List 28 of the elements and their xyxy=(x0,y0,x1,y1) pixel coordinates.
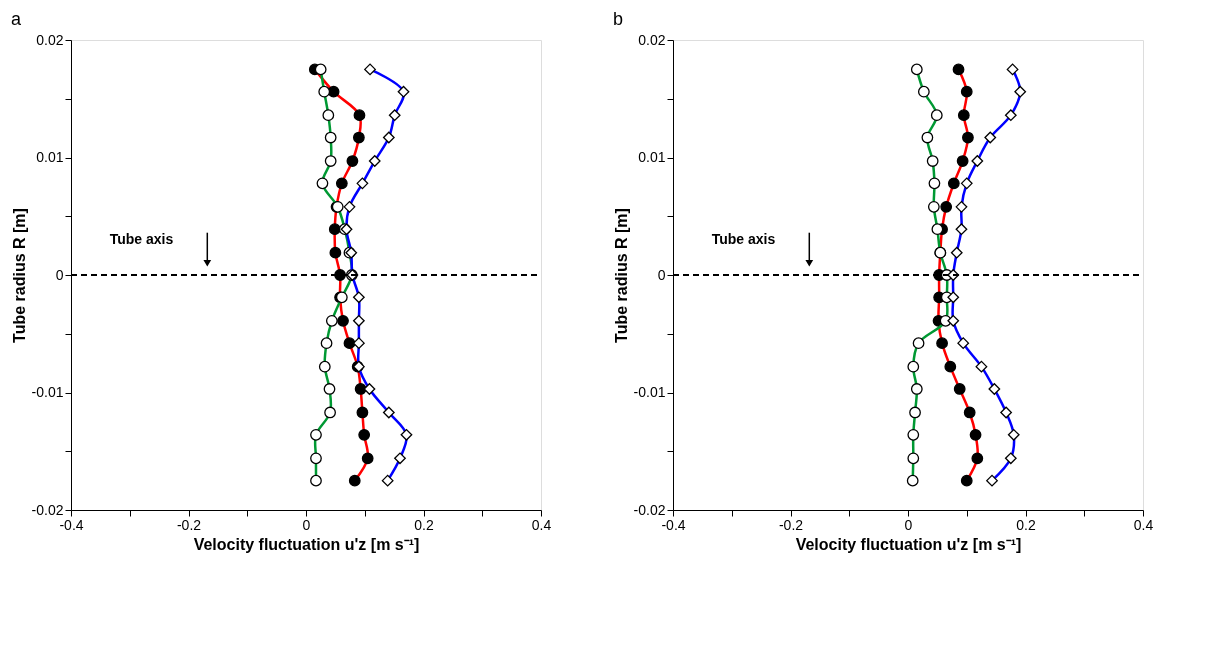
x-tick-label: 0.4 xyxy=(1133,516,1154,533)
y-tick-label: -0.02 xyxy=(31,501,64,518)
y-tick-label: 0 xyxy=(55,266,64,283)
y-axis-title: Tube radius R [m] xyxy=(612,208,630,343)
y-tick-label: -0.01 xyxy=(31,384,64,400)
x-tick-label: -0.2 xyxy=(176,516,202,533)
x-axis-title: Velocity fluctuation u'z [m s⁻¹] xyxy=(795,535,1022,553)
x-tick-label: -0.2 xyxy=(778,516,804,533)
x-tick-label: 0 xyxy=(302,516,311,533)
ref-line-label: Tube axis xyxy=(109,230,174,247)
x-tick-label: -0.4 xyxy=(59,516,84,533)
y-tick-label: 0 xyxy=(657,266,666,283)
y-axis-title: Tube radius R [m] xyxy=(10,208,28,343)
y-tick-label: 0.02 xyxy=(36,31,64,48)
y-tick-label: 0.02 xyxy=(638,31,666,48)
x-tick-label: 0 xyxy=(904,516,913,533)
y-tick-label: -0.01 xyxy=(633,384,666,400)
y-tick-label: 0.01 xyxy=(638,149,666,165)
ref-line-label: Tube axis xyxy=(711,230,776,247)
x-tick-label: -0.4 xyxy=(661,516,686,533)
chart-title: b xyxy=(613,9,624,29)
chart-title: a xyxy=(11,9,23,29)
x-tick-label: 0.4 xyxy=(531,516,552,533)
y-tick-label: -0.02 xyxy=(633,501,666,518)
y-tick-label: 0.01 xyxy=(36,149,64,165)
x-axis-title: Velocity fluctuation u'z [m s⁻¹] xyxy=(193,535,420,553)
x-tick-label: 0.2 xyxy=(414,516,434,533)
x-tick-label: 0.2 xyxy=(1016,516,1036,533)
